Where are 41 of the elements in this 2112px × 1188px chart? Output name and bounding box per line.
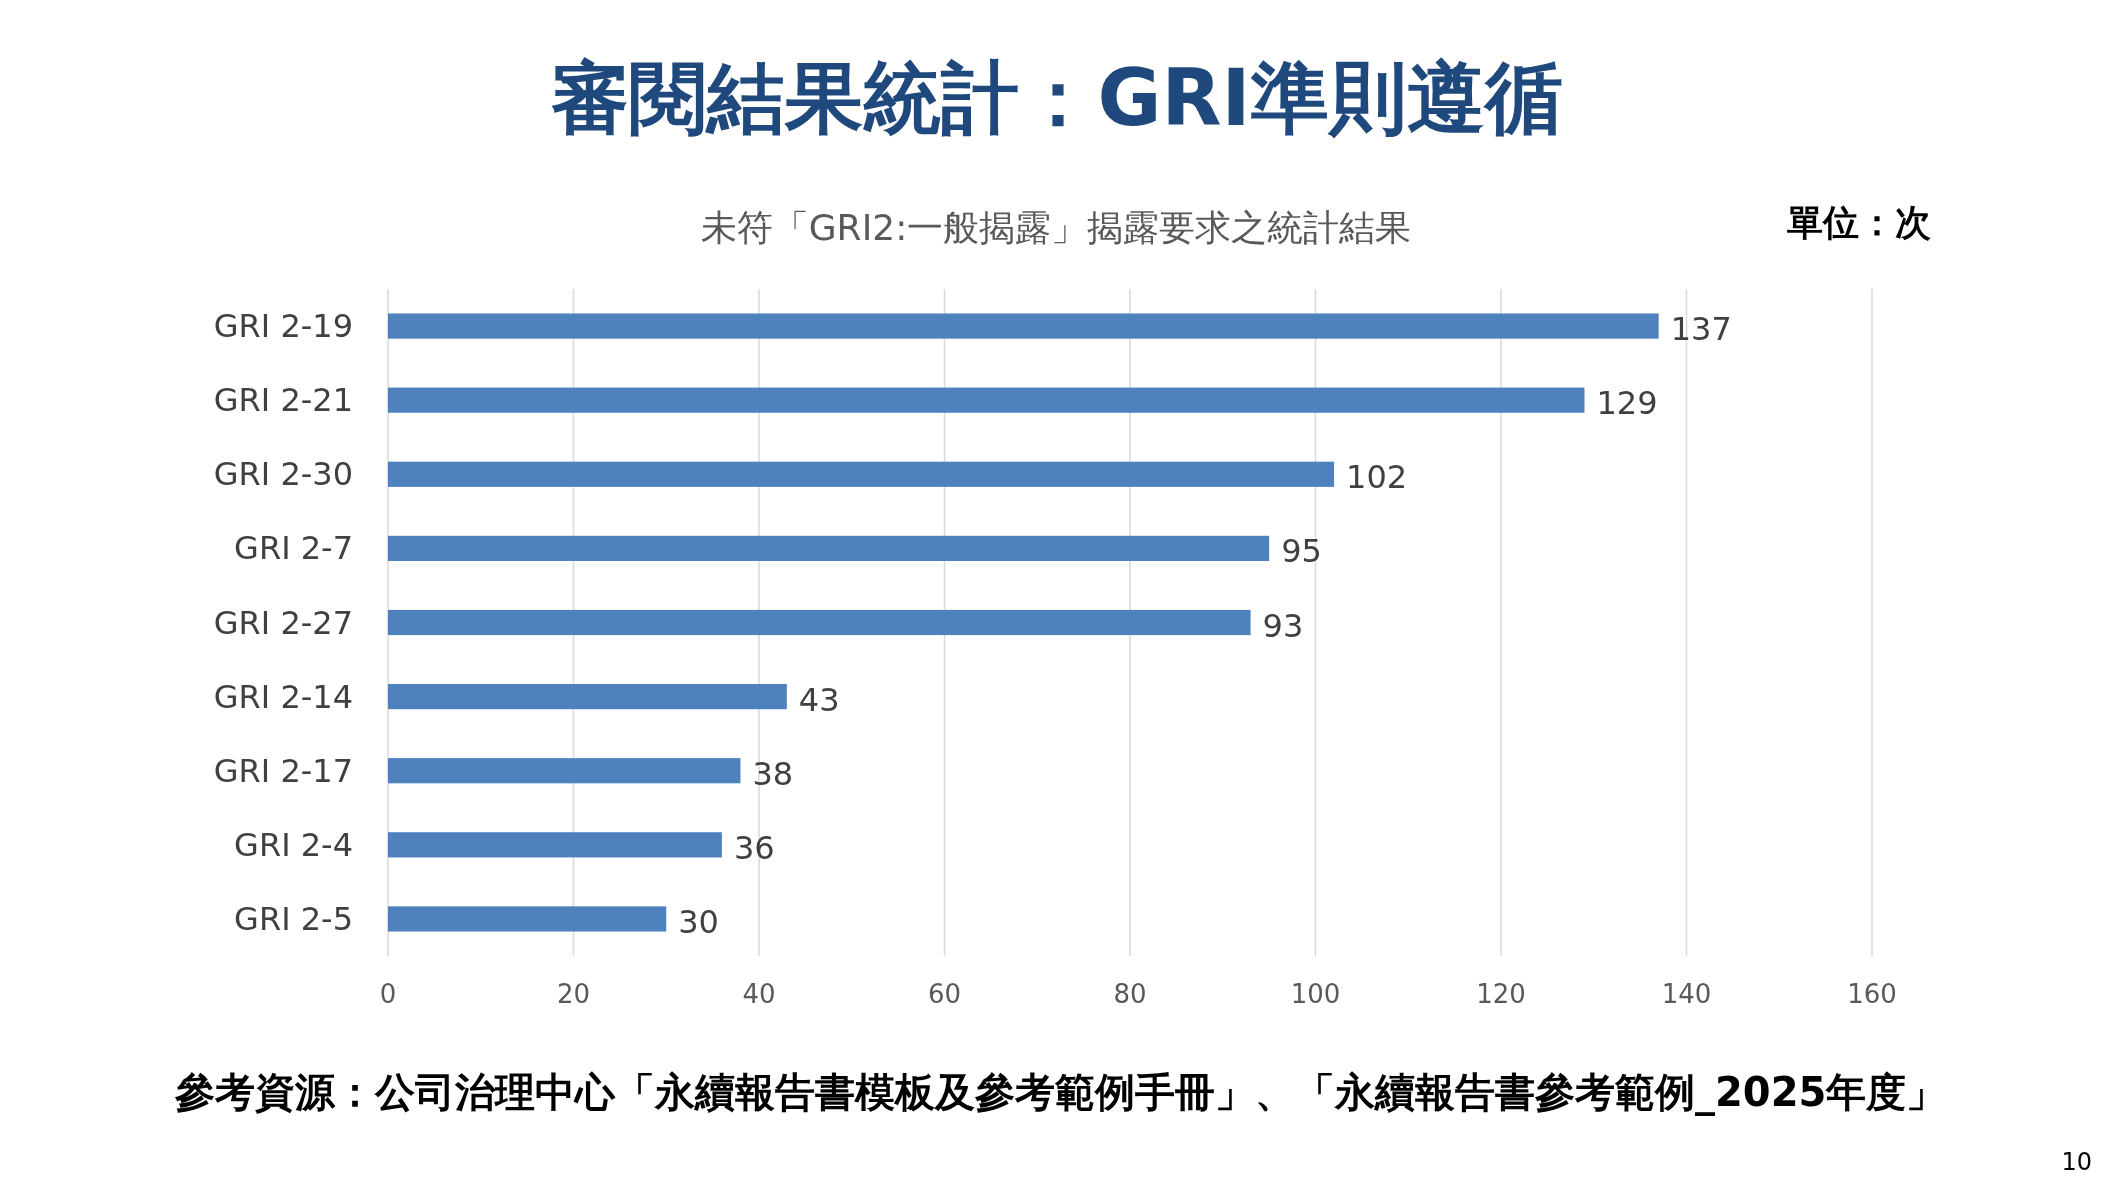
text: 10 — [2061, 1148, 2092, 1176]
data-label: 93 — [1262, 606, 1304, 645]
data-label: 36 — [733, 828, 775, 867]
y-tick-label: GRI 2-14 — [213, 677, 353, 716]
data-label: 43 — [798, 680, 840, 719]
text: 單位：次 — [1787, 202, 1931, 243]
y-tick-label: GRI 2-27 — [213, 603, 353, 642]
data-label: 38 — [752, 754, 794, 793]
x-tick-label: 40 — [742, 979, 776, 1009]
x-tick-label: 120 — [1476, 979, 1526, 1009]
x-tick-label: 0 — [379, 979, 397, 1009]
y-tick-label: GRI 2-17 — [213, 751, 353, 790]
x-tick-label: 160 — [1847, 979, 1897, 1009]
data-label: 102 — [1346, 458, 1408, 497]
data-label: 30 — [678, 902, 719, 941]
bar — [388, 387, 1585, 413]
bar — [388, 684, 787, 710]
x-tick-label: 100 — [1290, 979, 1341, 1009]
bar — [388, 758, 741, 784]
x-tick-label: 20 — [556, 979, 591, 1009]
data-label: 129 — [1596, 384, 1658, 423]
y-tick-label: GRI 2-19 — [213, 307, 353, 346]
y-tick-label: GRI 2-5 — [234, 899, 353, 938]
x-tick-label: 140 — [1661, 979, 1712, 1009]
y-tick-label: GRI 2-21 — [213, 381, 353, 420]
bar — [388, 609, 1251, 636]
data-label: 137 — [1670, 310, 1732, 349]
bar — [388, 461, 1335, 487]
bar — [388, 832, 722, 858]
chart-title: 審閱結果統計：GRI準則遵循 — [551, 53, 1563, 143]
chart-subtitle: 未符「GRI2:一般揭露」揭露要求之統計結果 — [700, 207, 1412, 248]
y-tick-label: GRI 2-30 — [213, 455, 353, 494]
text: 參考資源：公司治理中心「永續報告書模板及參考範例手冊」、「永續報告書參考範例_2025年度」 — [174, 1069, 1947, 1116]
y-tick-label: GRI 2-7 — [234, 529, 353, 568]
y-tick-label: GRI 2-4 — [234, 825, 353, 864]
bar — [388, 906, 667, 932]
x-tick-label: 60 — [927, 979, 962, 1009]
x-tick-label: 80 — [1113, 979, 1147, 1009]
bar — [388, 313, 1659, 339]
data-label: 95 — [1281, 532, 1322, 571]
bar — [388, 535, 1270, 561]
